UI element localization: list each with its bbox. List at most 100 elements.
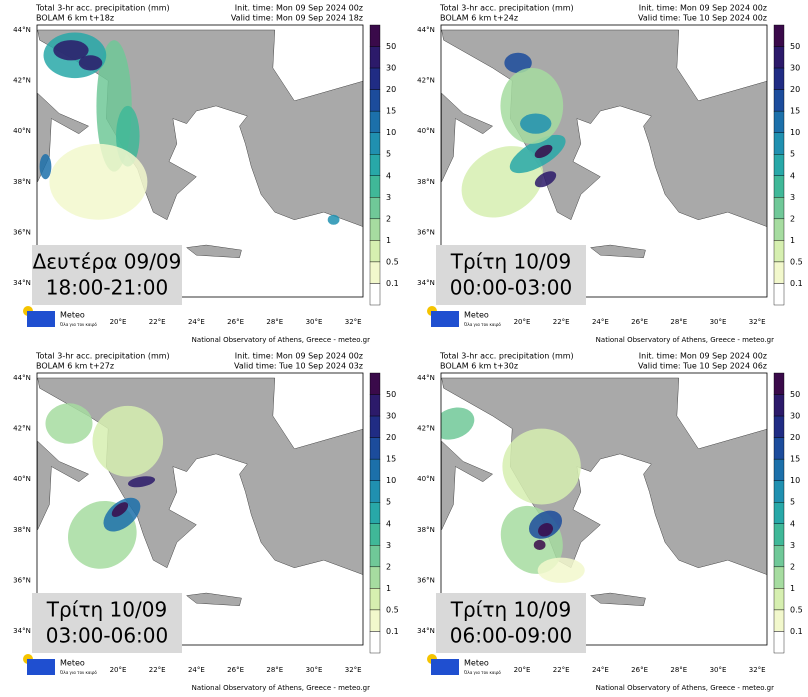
- land: [589, 244, 646, 258]
- lon-label: 20°E: [514, 318, 531, 326]
- lat-label: 38°N: [13, 178, 31, 186]
- colorbar-bin: [773, 154, 785, 176]
- init-time: Init. time: Mon 09 Sep 2024 00z: [639, 4, 767, 13]
- colorbar-label: 1: [386, 236, 391, 245]
- day-label: Τρίτη 10/09: [450, 250, 571, 274]
- lon-label: 32°E: [345, 318, 362, 326]
- lat-label: 38°N: [417, 526, 435, 534]
- footer: National Observatory of Athens, Greece -…: [192, 684, 370, 692]
- colorbar-label: 20: [790, 433, 800, 442]
- colorbar-label: 3: [386, 193, 391, 202]
- precipitation: [49, 143, 148, 220]
- land: [185, 592, 242, 606]
- lon-label: 24°E: [592, 666, 609, 674]
- colorbar-bin: [773, 240, 785, 263]
- colorbar-label: 5: [790, 150, 795, 159]
- colorbar-bin: [369, 240, 381, 263]
- lat-label: 38°N: [13, 526, 31, 534]
- colorbar-label: 30: [386, 412, 396, 421]
- footer: National Observatory of Athens, Greece -…: [192, 336, 370, 344]
- colorbar-bin: [369, 588, 381, 611]
- colorbar-label: 5: [386, 150, 391, 159]
- lon-label: 28°E: [266, 318, 283, 326]
- lon-label: 32°E: [749, 318, 766, 326]
- model-run: BOLAM 6 km t+30z: [440, 362, 518, 371]
- lon-label: 24°E: [188, 318, 205, 326]
- land: [185, 244, 242, 258]
- map-frame: [36, 372, 364, 646]
- time-box: [32, 593, 182, 653]
- colorbar-label: 50: [790, 390, 800, 399]
- precipitation: [103, 497, 141, 532]
- lat-label: 42°N: [417, 425, 435, 433]
- map-frame: [440, 372, 768, 646]
- lat-label: 36°N: [417, 228, 435, 236]
- lon-label: 26°E: [227, 318, 244, 326]
- precipitation: [538, 523, 554, 537]
- title: Total 3-hr acc. precipitation (mm): [35, 4, 170, 13]
- logo-tagline: Όλα για τον καιρό: [59, 670, 97, 675]
- lat-label: 38°N: [417, 178, 435, 186]
- colorbar-bin: [369, 218, 381, 241]
- lon-label: 22°E: [149, 318, 166, 326]
- colorbar-bin: [773, 523, 785, 546]
- lon-label: 24°E: [592, 318, 609, 326]
- logo-name: Meteo: [464, 311, 489, 320]
- init-time: Init. time: Mon 09 Sep 2024 00z: [639, 352, 767, 361]
- colorbar-label: 1: [790, 236, 795, 245]
- lat-label: 36°N: [13, 576, 31, 584]
- colorbar-label: 4: [790, 171, 795, 180]
- colorbar-bin: [369, 261, 381, 284]
- colorbar-bin: [773, 372, 785, 395]
- colorbar-bin: [773, 415, 785, 438]
- model-run: BOLAM 6 km t+24z: [440, 14, 518, 23]
- lon-label: 28°E: [670, 318, 687, 326]
- lon-label: 22°E: [553, 318, 570, 326]
- colorbar-bin: [773, 609, 785, 632]
- lat-label: 42°N: [13, 425, 31, 433]
- precipitation: [502, 428, 581, 505]
- colorbar-bin: [369, 197, 381, 220]
- init-time: Init. time: Mon 09 Sep 2024 00z: [235, 352, 363, 361]
- colorbar-label: 15: [386, 455, 396, 464]
- colorbar-bin: [369, 458, 381, 481]
- colorbar-label: 0.1: [386, 627, 399, 636]
- lon-label: 24°E: [188, 666, 205, 674]
- logo-tagline: Όλα για τον καιρό: [59, 322, 97, 327]
- colorbar-bin: [369, 523, 381, 546]
- footer: National Observatory of Athens, Greece -…: [596, 336, 774, 344]
- init-time: Init. time: Mon 09 Sep 2024 00z: [235, 4, 363, 13]
- colorbar-label: 50: [386, 42, 396, 51]
- lon-label: 28°E: [670, 666, 687, 674]
- colorbar-label: 1: [386, 584, 391, 593]
- colorbar-label: 30: [790, 64, 800, 73]
- title: Total 3-hr acc. precipitation (mm): [35, 352, 170, 361]
- map-frame: [36, 24, 364, 298]
- logo-mark: [431, 311, 459, 327]
- lon-label: 20°E: [110, 318, 127, 326]
- colorbar-bin: [369, 415, 381, 438]
- lon-label: 30°E: [710, 666, 727, 674]
- colorbar-label: 2: [386, 214, 391, 223]
- logo-mark: [27, 311, 55, 327]
- colorbar-bin: [773, 67, 785, 90]
- lon-label: 22°E: [149, 666, 166, 674]
- colorbar-label: 50: [386, 390, 396, 399]
- map-panel: Total 3-hr acc. precipitation (mm)BOLAM …: [417, 4, 803, 345]
- colorbar-bin: [773, 458, 785, 481]
- colorbar-label: 10: [386, 128, 396, 137]
- lat-label: 42°N: [417, 77, 435, 85]
- map-panel: Total 3-hr acc. precipitation (mm)BOLAM …: [13, 4, 399, 345]
- colorbar-bin: [369, 110, 381, 133]
- colorbar-bin: [773, 545, 785, 568]
- colorbar-label: 20: [790, 85, 800, 94]
- lon-label: 20°E: [110, 666, 127, 674]
- colorbar-label: 20: [386, 85, 396, 94]
- land: [589, 592, 646, 606]
- lat-label: 40°N: [417, 475, 435, 483]
- colorbar-bin: [773, 502, 785, 524]
- colorbar-bin: [773, 394, 785, 417]
- colorbar-bin: [773, 218, 785, 241]
- hours-label: 18:00-21:00: [46, 276, 169, 300]
